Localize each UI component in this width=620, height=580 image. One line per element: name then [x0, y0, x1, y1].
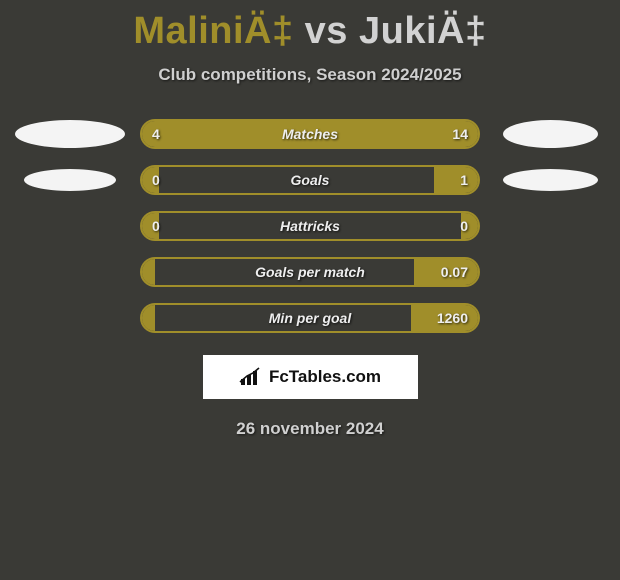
stat-bar: Goals per match 0.07 [140, 257, 480, 287]
stat-row: 0 Hattricks 0 [0, 211, 620, 241]
title-player2: JukiÄ‡ [359, 10, 487, 52]
side-left [0, 169, 140, 191]
team-ellipse-left [24, 169, 116, 191]
stat-label: Goals per match [255, 264, 365, 280]
logo-box: FcTables.com [203, 355, 418, 399]
stat-bar: 4 Matches 14 [140, 119, 480, 149]
stat-label: Matches [282, 126, 338, 142]
stat-bar: Min per goal 1260 [140, 303, 480, 333]
side-right [480, 169, 620, 191]
stat-bar: 0 Hattricks 0 [140, 211, 480, 241]
stat-value-right: 14 [452, 126, 468, 142]
bar-fill-right [216, 121, 478, 147]
team-ellipse-right [503, 169, 598, 191]
logo-text: FcTables.com [269, 367, 381, 387]
stat-value-right: 0 [460, 218, 468, 234]
stat-value-left: 0 [152, 218, 160, 234]
stat-value-right: 0.07 [441, 264, 468, 280]
date-text: 26 november 2024 [236, 419, 383, 439]
stat-label: Min per goal [269, 310, 351, 326]
stat-row: Goals per match 0.07 [0, 257, 620, 287]
stat-label: Goals [291, 172, 330, 188]
stat-label: Hattricks [280, 218, 340, 234]
side-right [480, 120, 620, 148]
stat-value-right: 1260 [437, 310, 468, 326]
bar-chart-icon [239, 367, 263, 387]
title-player1: MaliniÄ‡ [133, 10, 293, 52]
stat-value-right: 1 [460, 172, 468, 188]
comparison-chart: 4 Matches 14 0 Goals 1 0 Hattricks 0 Goals per ma… [0, 119, 620, 333]
bar-fill-left [142, 259, 155, 285]
bar-fill-left [142, 305, 155, 331]
stat-value-left: 4 [152, 126, 160, 142]
stat-row: 0 Goals 1 [0, 165, 620, 195]
stat-value-left: 0 [152, 172, 160, 188]
team-ellipse-right [503, 120, 598, 148]
stat-row: Min per goal 1260 [0, 303, 620, 333]
team-ellipse-left [15, 120, 125, 148]
title-vs: vs [305, 10, 348, 52]
side-left [0, 120, 140, 148]
bar-fill-right [434, 167, 478, 193]
stat-bar: 0 Goals 1 [140, 165, 480, 195]
stat-row: 4 Matches 14 [0, 119, 620, 149]
page-title: MaliniÄ‡ vs JukiÄ‡ [133, 10, 486, 53]
subtitle: Club competitions, Season 2024/2025 [158, 65, 461, 85]
